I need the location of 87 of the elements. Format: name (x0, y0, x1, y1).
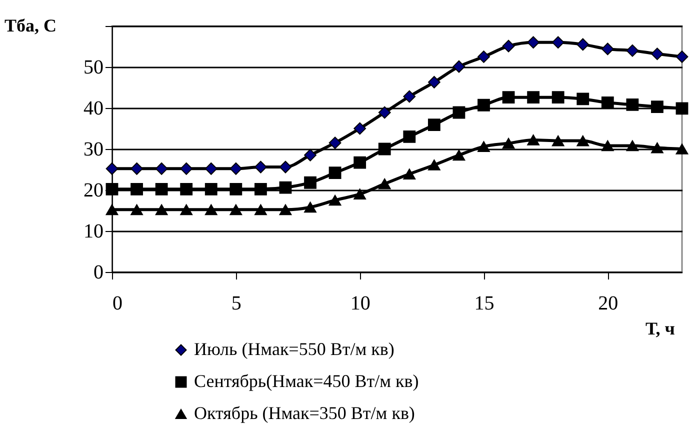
x-tick-label: 0 (112, 292, 122, 314)
point (452, 60, 466, 73)
point (576, 92, 590, 106)
point (626, 98, 639, 111)
point (403, 168, 416, 180)
point (478, 50, 490, 63)
point (180, 204, 193, 216)
point (527, 36, 540, 49)
point (354, 122, 366, 135)
point (279, 181, 292, 194)
point (576, 38, 590, 51)
point (651, 48, 664, 60)
point (676, 102, 688, 115)
point (230, 204, 242, 216)
point (552, 135, 564, 146)
point (403, 90, 416, 103)
x-tick-label: 10 (350, 292, 370, 314)
point (552, 36, 564, 49)
point (180, 182, 193, 196)
point (180, 162, 193, 175)
y-tick-label: 40 (84, 98, 104, 120)
point (527, 134, 540, 146)
point (626, 140, 639, 152)
point (428, 160, 440, 170)
point (428, 76, 440, 88)
point (130, 162, 143, 175)
y-tick-label: 0 (94, 262, 104, 284)
point (378, 178, 391, 190)
point (254, 182, 267, 196)
x-tick-label: 5 (231, 292, 242, 314)
legend-label: Июль (Нмак=550 Вт/м кв) (194, 339, 394, 359)
point (155, 162, 168, 175)
point (304, 176, 316, 189)
y-tick-label: 10 (84, 220, 104, 242)
point (155, 204, 168, 216)
point (403, 130, 416, 143)
point (254, 160, 267, 174)
point (576, 135, 590, 146)
point (254, 204, 267, 216)
point (130, 182, 143, 196)
point (106, 204, 118, 216)
point (155, 182, 168, 196)
legend-label: Сентябрь(Нмак=450 Вт/м кв) (194, 371, 419, 391)
point (478, 141, 490, 152)
point (230, 162, 242, 175)
y-tick-label: 20 (84, 180, 104, 202)
point (328, 194, 342, 206)
point (354, 188, 366, 200)
y-tick-label: 50 (84, 56, 104, 78)
point (651, 142, 664, 154)
legend-label: Октябрь (Нмак=350 Вт/м кв) (194, 403, 415, 423)
point (304, 202, 316, 213)
point (552, 91, 564, 104)
point (452, 150, 466, 161)
point (452, 106, 466, 119)
point (502, 40, 515, 52)
x-tick-label: 15 (474, 292, 494, 314)
point (279, 204, 292, 216)
point (601, 140, 614, 152)
x-axis-title: Т, ч (646, 318, 675, 338)
point (204, 204, 218, 216)
point (527, 91, 540, 104)
point (601, 42, 614, 56)
point (204, 162, 218, 175)
point (204, 182, 218, 196)
point (502, 91, 515, 104)
point (130, 204, 143, 216)
point (502, 138, 515, 149)
point (676, 50, 688, 63)
point (601, 96, 614, 109)
point (230, 182, 242, 196)
x-tick-label: 20 (598, 292, 618, 314)
point (626, 44, 639, 57)
point (304, 148, 316, 162)
point (676, 144, 688, 154)
point (651, 100, 664, 113)
point (478, 98, 490, 112)
point (354, 156, 366, 169)
point (328, 136, 342, 150)
point (279, 160, 292, 174)
y-tick-label: 30 (84, 138, 104, 160)
y-axis-title: Тба, С (4, 16, 57, 36)
point (428, 118, 440, 132)
point (106, 162, 118, 175)
point (328, 166, 342, 179)
point (378, 142, 391, 156)
point (378, 106, 391, 119)
